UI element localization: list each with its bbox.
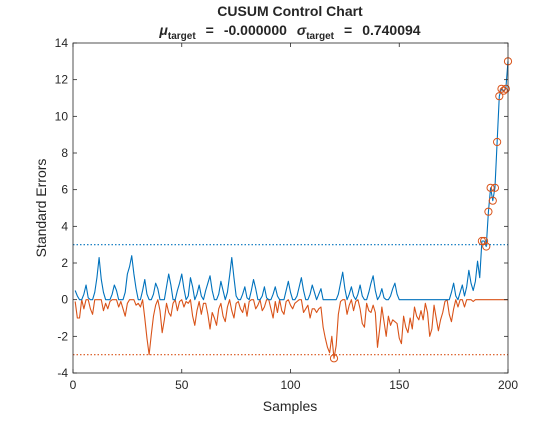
y-tick-label: -4	[57, 366, 68, 380]
y-tick-label: 12	[55, 73, 69, 87]
lower-cusum-line	[74, 299, 508, 359]
sigma-subscript: target	[306, 31, 334, 42]
x-tick-label: 0	[70, 378, 77, 392]
upper-out-of-control-marker	[493, 137, 502, 147]
y-tick-label: 14	[55, 36, 69, 50]
plot-area	[73, 43, 508, 373]
upper-out-of-control-marker	[482, 242, 491, 251]
axes-group: 0 50 100 150 200 -4 -2 0 2 4 6 8 10 12 14	[55, 36, 519, 392]
x-axis-label: Samples	[263, 398, 317, 414]
upper-out-of-control-marker	[490, 183, 500, 192]
y-tick-label: -2	[57, 329, 68, 343]
mu-symbol: μ	[158, 22, 168, 38]
chart-subtitle: μtarget = -0.000000 σtarget = 0.740094	[158, 22, 420, 42]
y-tick-label: 8	[61, 146, 68, 160]
series-group	[74, 57, 513, 363]
x-tick-label: 50	[175, 378, 189, 392]
plot-background	[73, 43, 508, 373]
y-tick-label: 6	[61, 183, 68, 197]
y-tick-label: 10	[55, 109, 69, 123]
upper-out-of-control-marker	[499, 86, 508, 95]
sigma-equals: =	[344, 22, 352, 38]
sigma-value: 0.740094	[362, 22, 421, 38]
upper-out-of-control-marker	[479, 236, 489, 246]
y-axis-label: Standard Errors	[33, 159, 49, 258]
mu-value: -0.000000	[224, 22, 287, 38]
upper-out-of-control-marker	[488, 196, 497, 205]
x-tick-label: 200	[498, 378, 518, 392]
upper-out-of-control-marker	[495, 92, 504, 101]
upper-out-of-control-marker	[484, 207, 493, 216]
control-limits	[73, 244, 508, 356]
upper-out-of-control-marker	[477, 236, 486, 246]
mu-subscript: target	[168, 31, 196, 42]
x-tick-label: 100	[280, 378, 300, 392]
y-tick-label: 0	[61, 293, 68, 307]
y-tick-label: 2	[61, 256, 68, 270]
upper-out-of-control-marker	[501, 84, 510, 93]
y-tick-label: 4	[61, 219, 68, 233]
upper-cusum-line	[74, 61, 509, 301]
chart-title: CUSUM Control Chart	[217, 3, 363, 19]
x-tick-label: 150	[389, 378, 409, 392]
upper-out-of-control-marker	[486, 183, 495, 192]
mu-equals: =	[206, 22, 214, 38]
upper-out-of-control-marker	[497, 84, 506, 93]
sigma-symbol: σ	[297, 22, 307, 38]
lower-out-of-control-marker	[329, 354, 339, 363]
